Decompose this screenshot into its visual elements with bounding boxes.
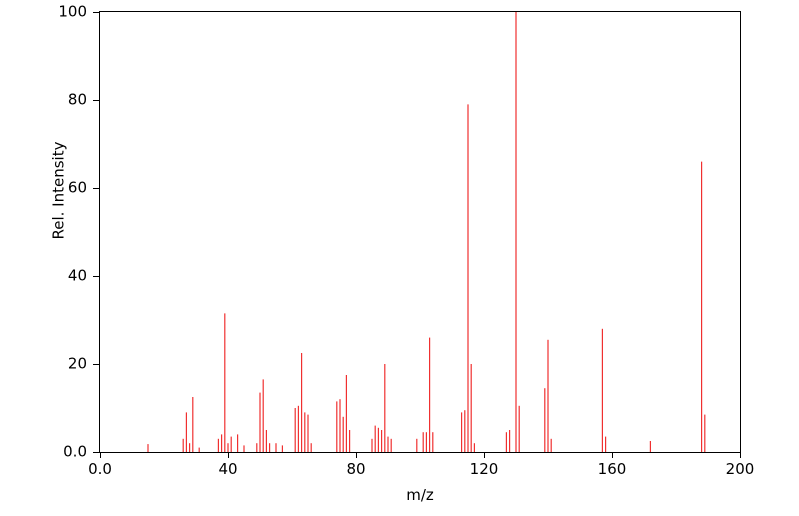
x-tick-mark: [99, 452, 101, 458]
x-tick-label: 160: [597, 460, 627, 478]
y-tick-mark: [93, 187, 99, 189]
x-tick-mark: [483, 452, 485, 458]
y-tick-label: 40: [67, 266, 87, 285]
y-tick-label: 0.0: [63, 442, 87, 461]
y-tick-mark: [93, 99, 99, 101]
x-tick-label: 200: [725, 460, 755, 478]
y-tick-label: 80: [67, 90, 87, 109]
x-tick-mark: [739, 452, 741, 458]
y-tick-mark: [93, 275, 99, 277]
y-tick-label: 20: [67, 354, 87, 373]
x-tick-label: 120: [469, 460, 499, 478]
y-axis-label: Rel. Intensity: [49, 141, 68, 240]
x-tick-label: 80: [346, 460, 366, 478]
y-tick-label: 100: [58, 2, 87, 21]
x-tick-mark: [227, 452, 229, 458]
y-tick-label: 60: [67, 178, 87, 197]
x-tick-mark: [355, 452, 357, 458]
x-tick-mark: [611, 452, 613, 458]
x-axis-label: m/z: [406, 486, 434, 504]
plot-area: [147, 12, 706, 452]
y-tick-mark: [93, 11, 99, 13]
y-tick-mark: [93, 451, 99, 453]
plot-frame: [99, 11, 741, 453]
x-tick-label: 0.0: [88, 460, 112, 478]
y-tick-mark: [93, 363, 99, 365]
x-tick-label: 40: [218, 460, 238, 478]
